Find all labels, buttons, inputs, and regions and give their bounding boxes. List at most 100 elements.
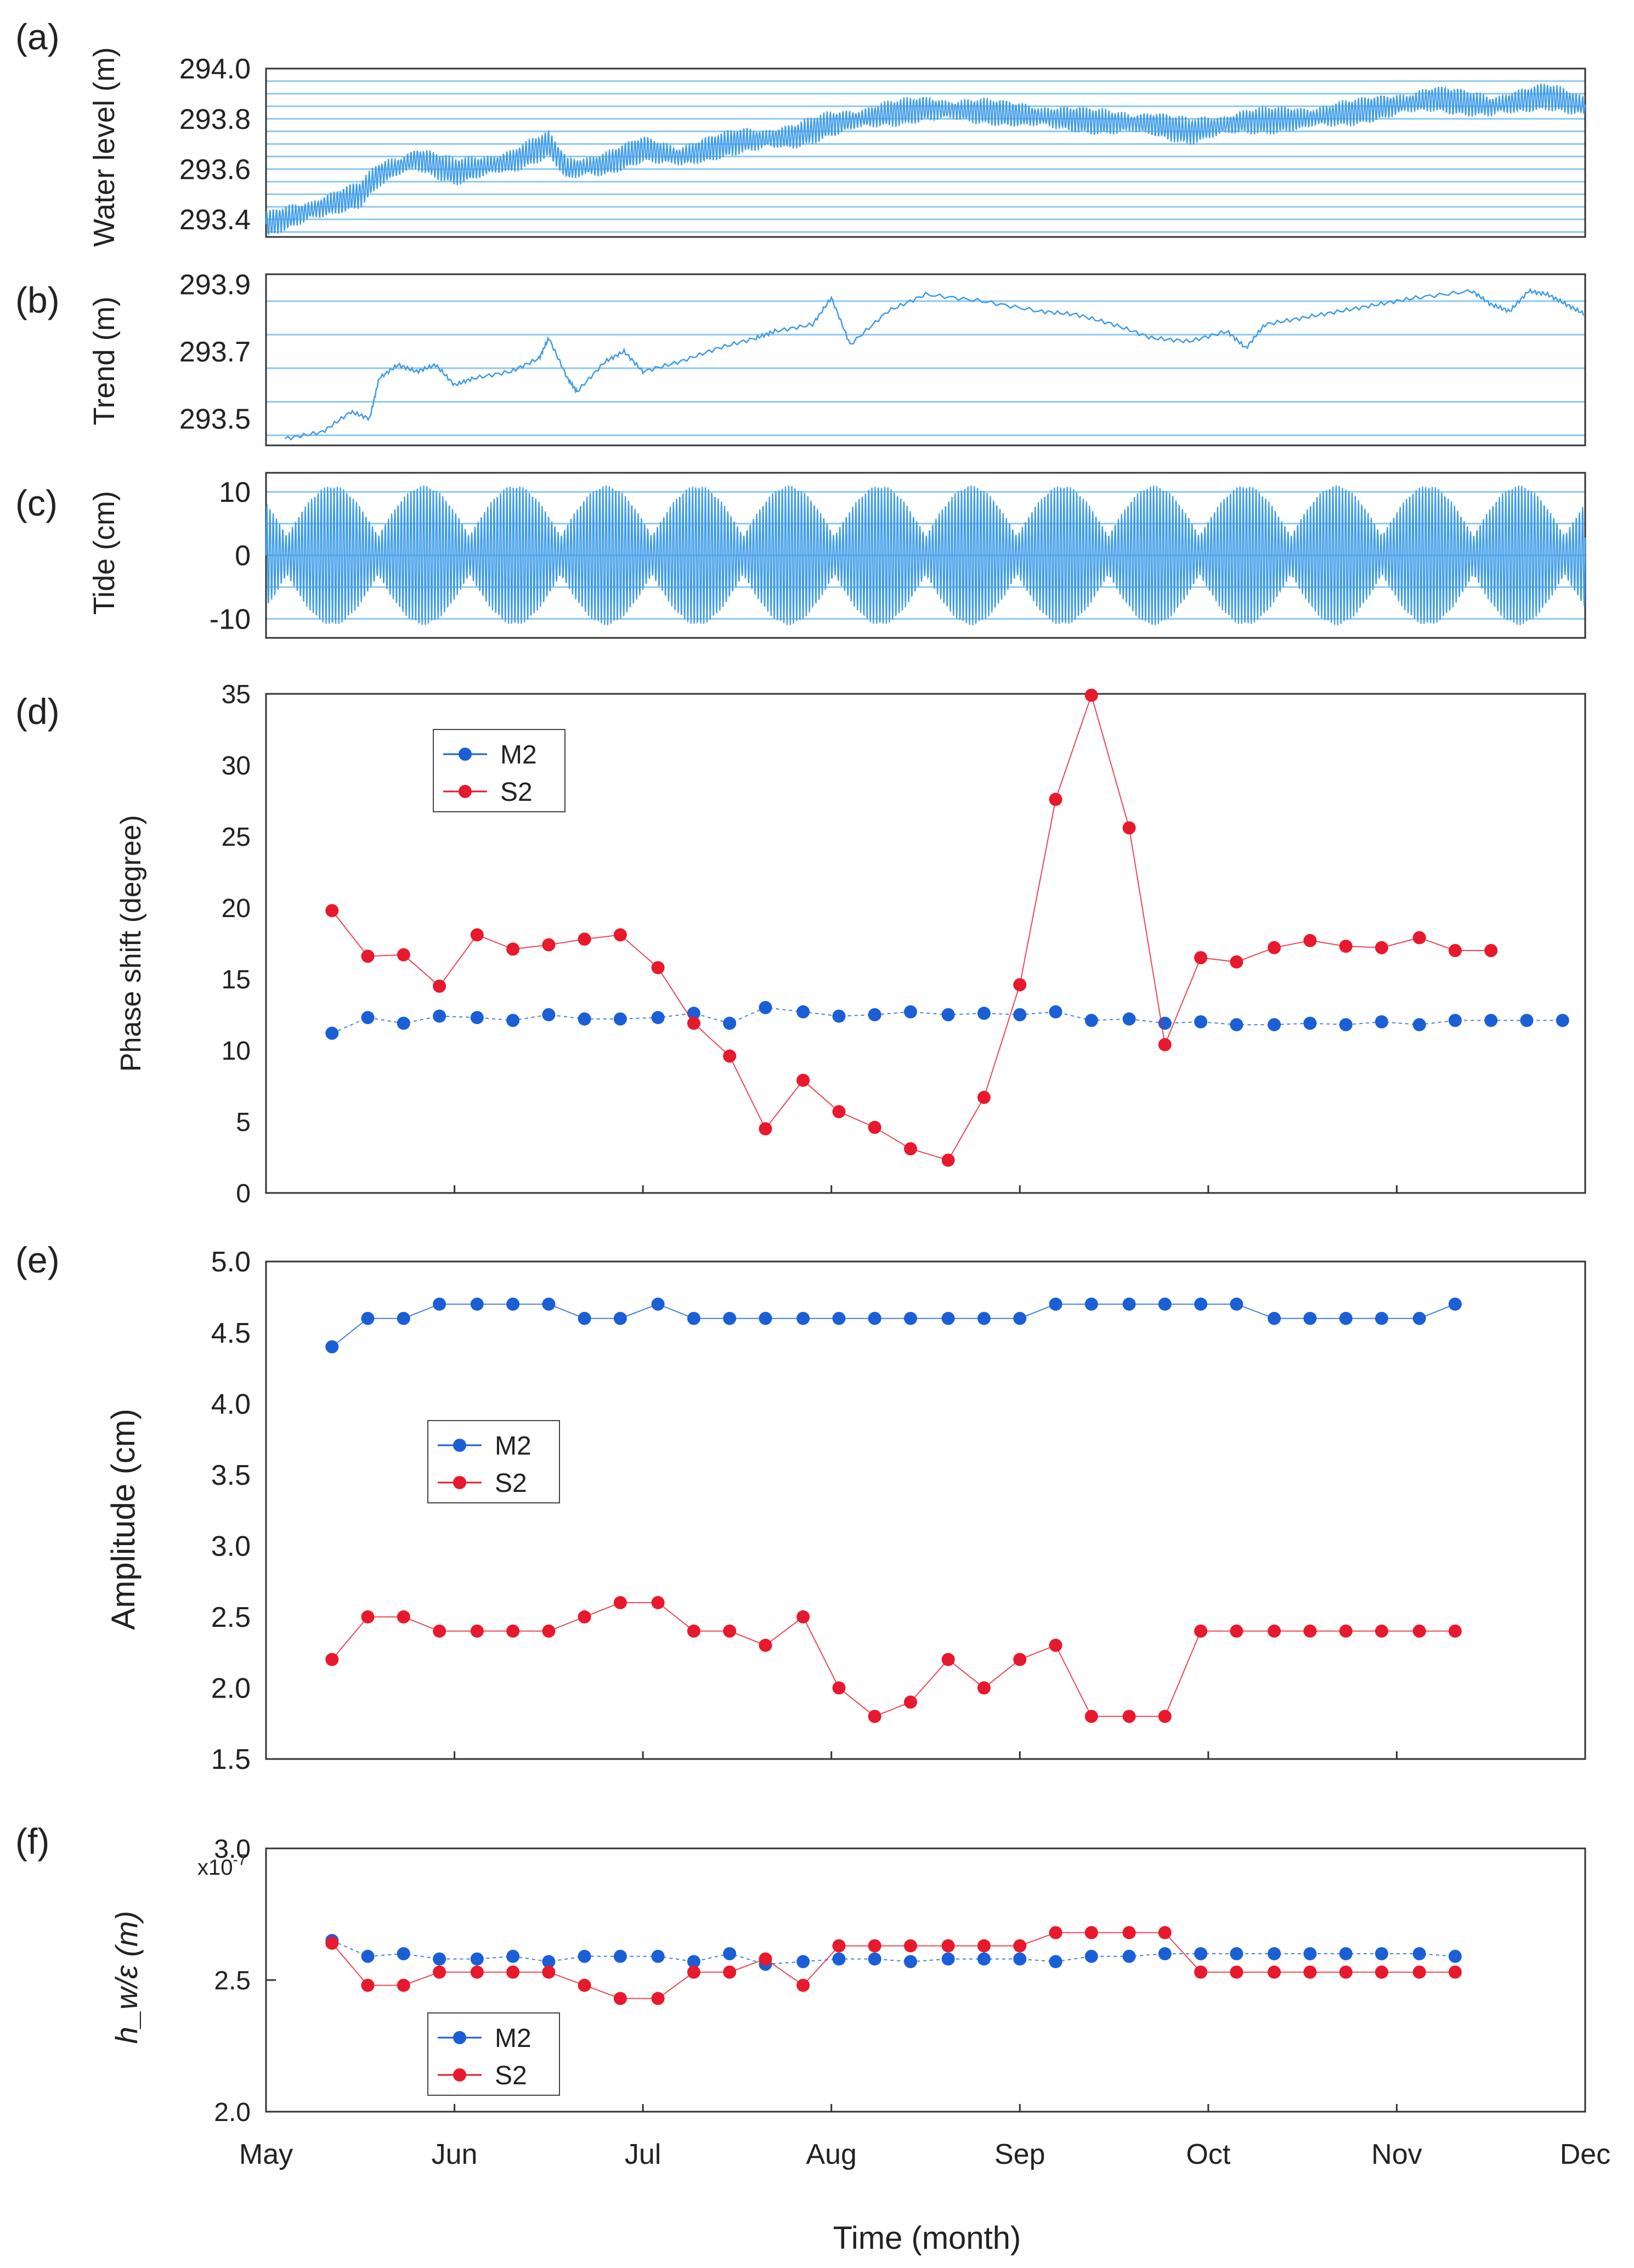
data-point-s2 xyxy=(1230,955,1243,969)
data-point-s2 xyxy=(796,1978,810,1992)
data-point-m2 xyxy=(397,1947,410,1960)
multiplier-label: x10-7 xyxy=(197,1851,246,1880)
data-point-m2 xyxy=(759,1001,772,1014)
panel-label-d: (d) xyxy=(15,691,60,732)
data-point-m2 xyxy=(433,1297,446,1311)
data-point-s2 xyxy=(1268,1965,1281,1979)
data-point-s2 xyxy=(723,1624,737,1638)
data-point-m2 xyxy=(361,1949,375,1963)
water-level-series xyxy=(265,83,1586,235)
data-point-m2 xyxy=(506,1949,520,1963)
y-tick-label-a: 293.8 xyxy=(179,104,251,135)
series-line-s2 xyxy=(331,1602,1455,1717)
data-point-s2 xyxy=(613,928,627,942)
legend-box xyxy=(427,1420,560,1503)
data-point-s2 xyxy=(433,980,446,993)
y-tick-label-e: 1.5 xyxy=(211,1744,251,1775)
data-point-s2 xyxy=(361,1978,375,1992)
data-point-s2 xyxy=(723,1049,737,1063)
data-point-s2 xyxy=(325,1653,339,1666)
data-point-s2 xyxy=(542,938,556,952)
data-point-s2 xyxy=(1158,1038,1172,1051)
data-point-s2 xyxy=(832,1939,846,1953)
data-point-m2 xyxy=(1049,1005,1062,1019)
data-point-m2 xyxy=(325,1340,339,1354)
data-point-s2 xyxy=(1303,1965,1317,1979)
legend-marker-s2 xyxy=(453,2068,466,2082)
data-point-s2 xyxy=(1448,1965,1462,1979)
ylabel-water-level: Water level (m) xyxy=(88,47,121,247)
data-point-s2 xyxy=(1194,951,1208,964)
data-point-s2 xyxy=(1268,941,1281,954)
data-point-s2 xyxy=(1158,1710,1172,1723)
data-point-m2 xyxy=(687,1311,700,1325)
data-point-m2 xyxy=(578,1949,591,1963)
data-point-s2 xyxy=(1084,1710,1098,1723)
data-point-s2 xyxy=(542,1965,556,1979)
data-point-m2 xyxy=(1084,1297,1098,1311)
data-point-s2 xyxy=(1412,931,1426,944)
data-point-s2 xyxy=(506,1624,520,1638)
trend-series xyxy=(284,287,1585,441)
data-point-s2 xyxy=(1122,1926,1136,1939)
data-point-m2 xyxy=(1339,1018,1353,1032)
data-point-s2 xyxy=(1339,1624,1353,1638)
data-point-m2 xyxy=(651,1949,665,1963)
data-point-m2 xyxy=(796,1311,810,1325)
data-point-m2 xyxy=(613,1311,627,1325)
data-point-s2 xyxy=(325,904,339,918)
panel-label-e: (e) xyxy=(15,1240,60,1280)
data-point-s2 xyxy=(941,1153,955,1167)
panel-label-a: (a) xyxy=(15,16,60,57)
legend-marker-s2 xyxy=(453,1476,466,1489)
series-line-m2 xyxy=(331,1303,1456,1348)
data-point-s2 xyxy=(542,1624,556,1638)
legend-box xyxy=(427,2012,560,2096)
plot-frame-e xyxy=(265,1260,1586,1760)
data-point-s2 xyxy=(904,1939,917,1953)
data-point-s2 xyxy=(1194,1965,1208,1979)
data-point-s2 xyxy=(759,1122,772,1135)
data-point-m2 xyxy=(1556,1014,1569,1027)
y-tick-label-e: 4.0 xyxy=(211,1388,251,1420)
data-point-m2 xyxy=(361,1011,375,1025)
y-tick-label-d: 10 xyxy=(222,1037,251,1066)
data-point-m2 xyxy=(868,1952,881,1966)
data-point-s2 xyxy=(1375,1965,1388,1979)
y-tick-label-d: 25 xyxy=(222,823,251,852)
data-point-m2 xyxy=(397,1016,410,1030)
panel-c-tide: 10 0 -10 xyxy=(210,472,1586,639)
y-tick-label-f: 2.0 xyxy=(214,2098,251,2127)
data-point-m2 xyxy=(977,1952,991,1966)
panel-b-trend: 293.5 293.7 293.9 xyxy=(179,269,1586,446)
data-point-m2 xyxy=(1303,1016,1317,1030)
multiplier-base: x10 xyxy=(197,1856,233,1880)
data-point-s2 xyxy=(1303,934,1317,947)
y-tick-label-a: 293.6 xyxy=(179,154,251,185)
data-point-m2 xyxy=(723,1016,737,1030)
data-point-m2 xyxy=(1520,1014,1534,1027)
legend-label-m2: M2 xyxy=(495,2024,532,2053)
y-tick-label-e: 5.0 xyxy=(211,1246,251,1278)
data-point-m2 xyxy=(796,1955,810,1969)
data-point-s2 xyxy=(1158,1926,1172,1939)
data-point-m2 xyxy=(1122,1297,1136,1311)
data-point-m2 xyxy=(723,1311,737,1325)
data-point-s2 xyxy=(687,1016,700,1030)
data-point-m2 xyxy=(1013,1311,1027,1325)
data-point-s2 xyxy=(1339,1965,1353,1979)
y-tick-label-a: 294.0 xyxy=(179,53,251,85)
data-point-m2 xyxy=(1230,1947,1243,1960)
data-point-s2 xyxy=(1339,940,1353,953)
plot-frame-b xyxy=(265,273,1586,446)
legend-label-s2: S2 xyxy=(500,778,533,807)
y-tick-label-a: 293.4 xyxy=(179,204,251,236)
data-point-s2 xyxy=(1448,1624,1462,1638)
data-point-s2 xyxy=(1412,1965,1426,1979)
data-point-m2 xyxy=(578,1311,591,1325)
data-point-m2 xyxy=(542,1008,556,1021)
data-point-s2 xyxy=(651,961,665,975)
data-point-m2 xyxy=(361,1311,375,1325)
